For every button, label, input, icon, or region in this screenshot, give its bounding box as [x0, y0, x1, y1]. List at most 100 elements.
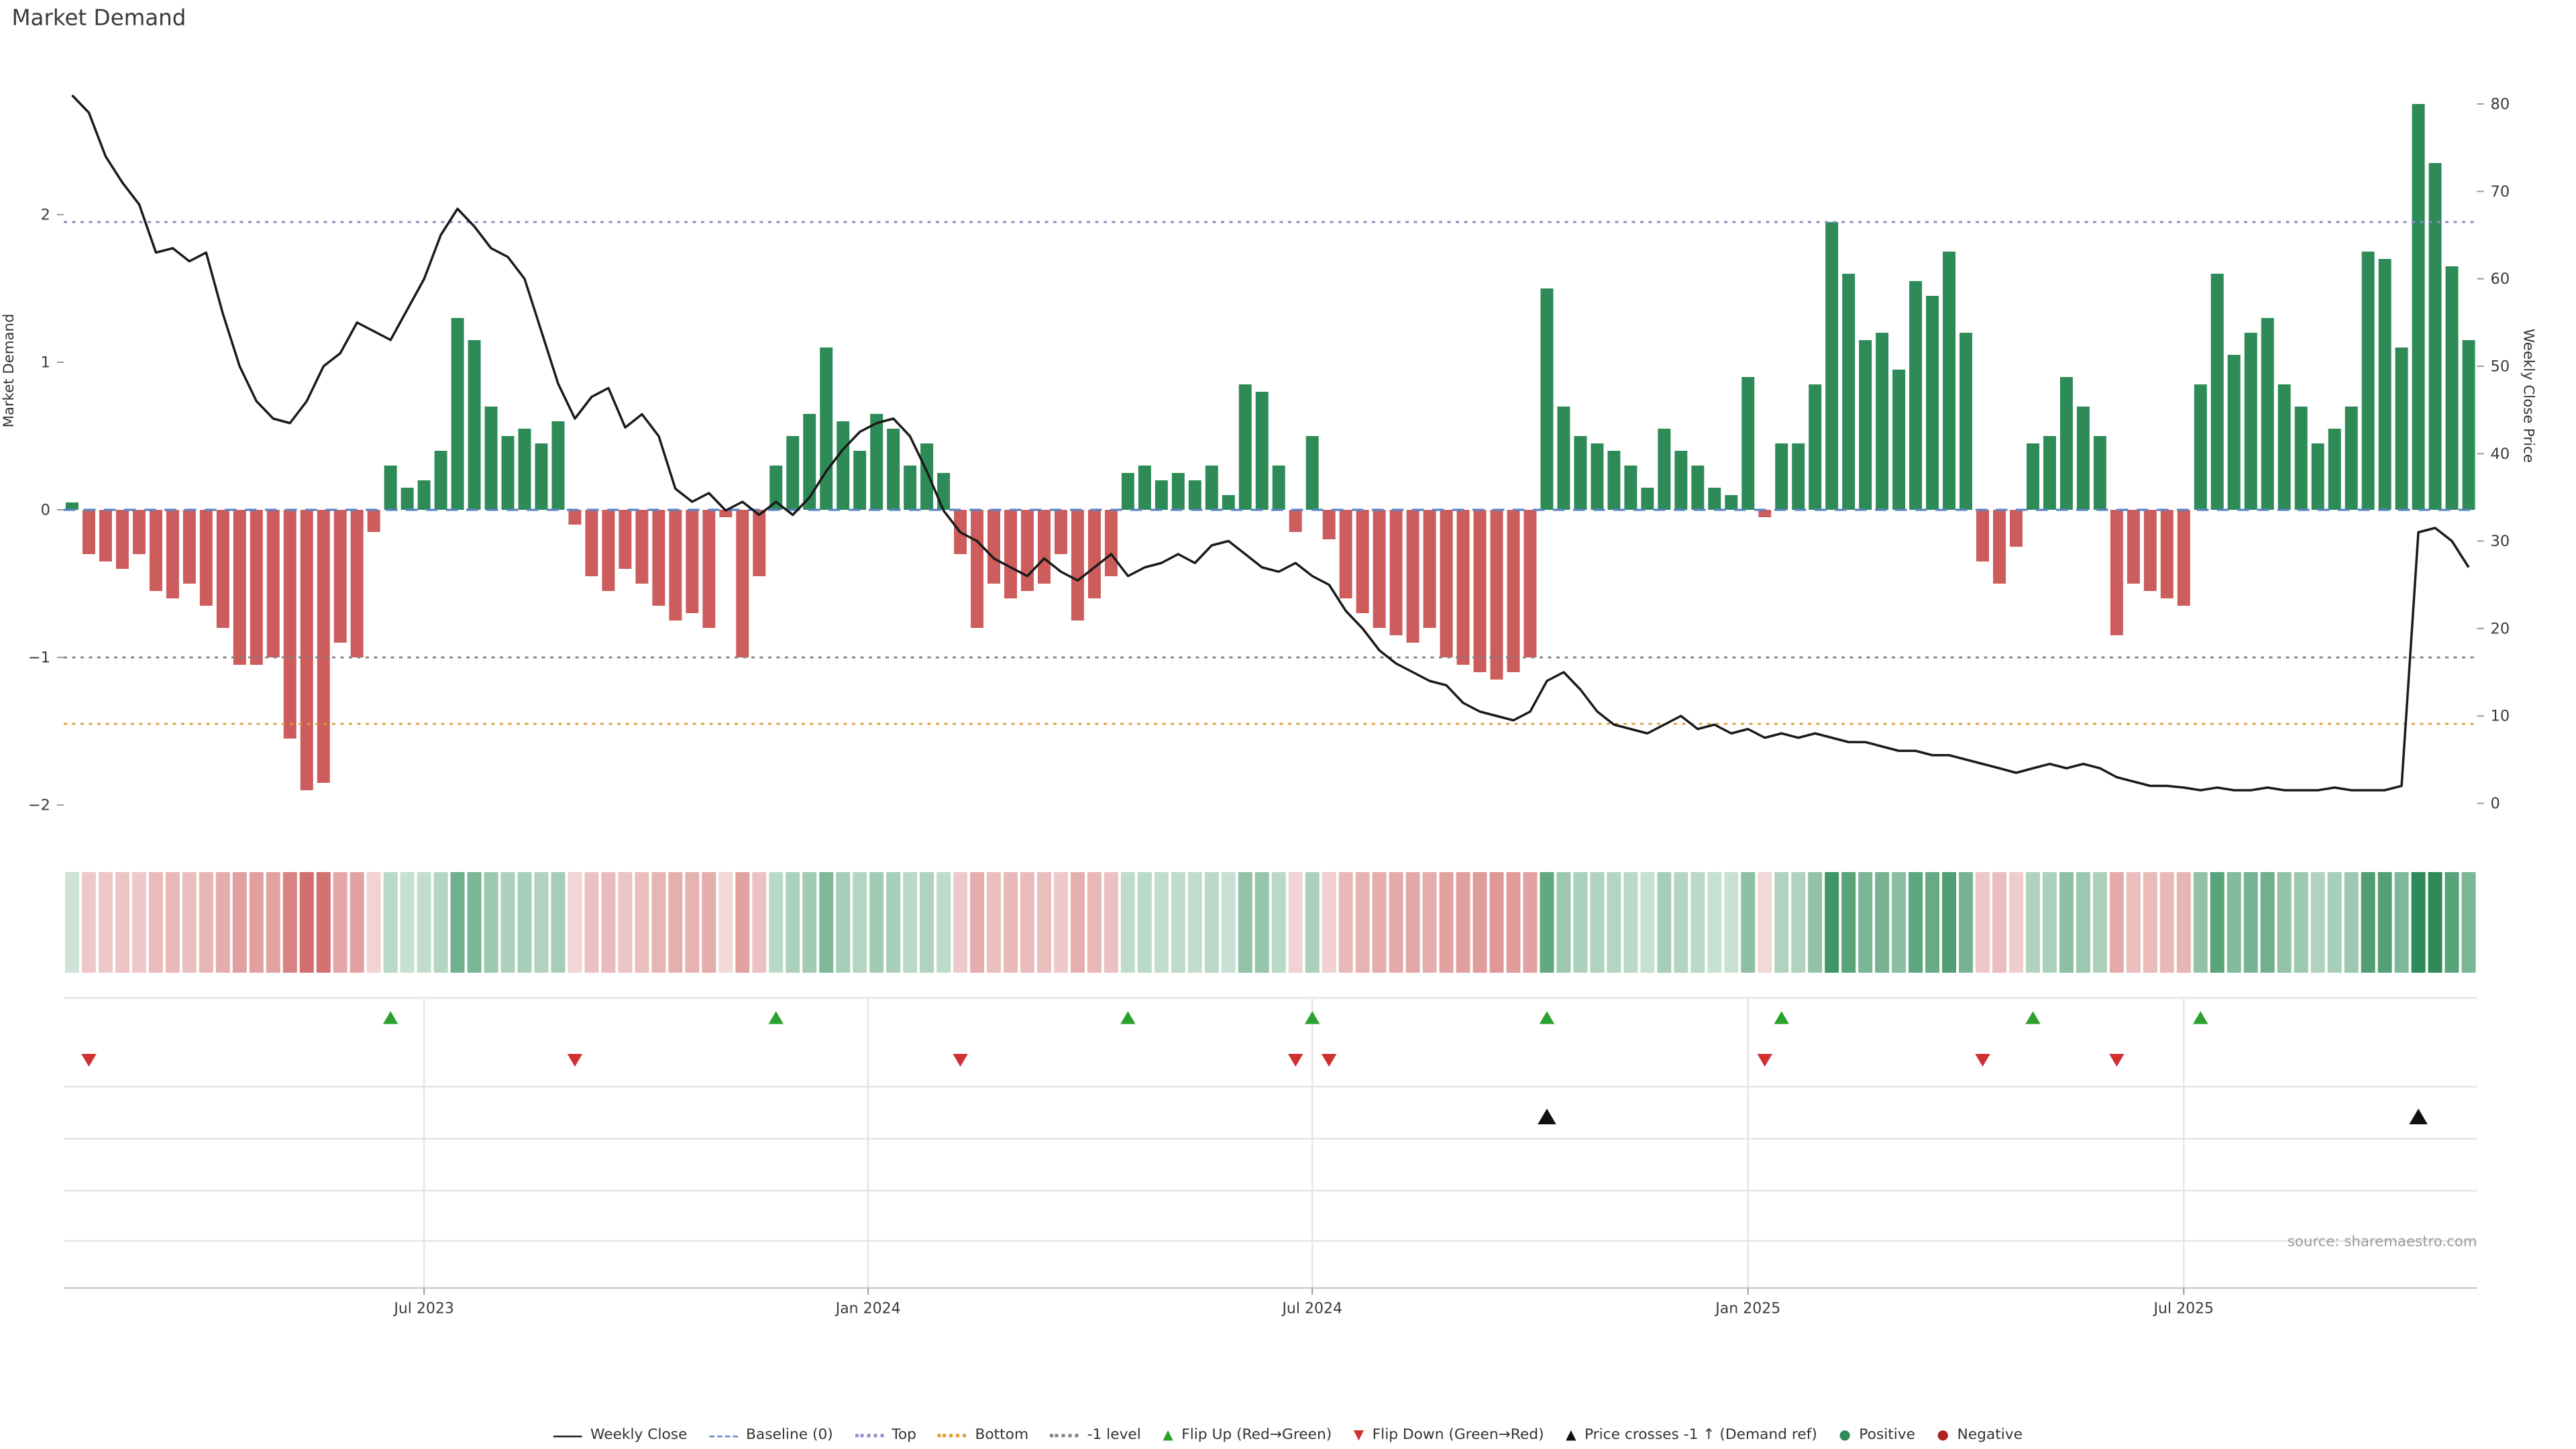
heatmap-cell [2428, 872, 2443, 973]
demand-bar-positive [2261, 318, 2274, 510]
demand-bar-positive [2345, 407, 2358, 510]
heatmap-cell [249, 872, 264, 973]
y-tick-label-right: 80 [2491, 96, 2510, 113]
demand-bar-positive [1574, 436, 1587, 510]
heatmap-cell [1104, 872, 1118, 973]
heatmap-cell [1405, 872, 1420, 973]
heatmap-cell [1322, 872, 1336, 973]
demand-bar-positive [1188, 480, 1201, 510]
flip-up-marker [1304, 1011, 1320, 1024]
heatmap-cell [1909, 872, 1923, 973]
heatmap-cell [1288, 872, 1303, 973]
legend-label: -1 level [1087, 1427, 1141, 1444]
demand-bar-positive [887, 429, 900, 510]
price-cross-marker [1538, 1108, 1556, 1124]
demand-bar-positive [1859, 340, 1872, 510]
demand-bar-positive [1674, 451, 1688, 510]
demand-bar-negative [2160, 510, 2174, 598]
demand-bar-positive [1591, 443, 1604, 510]
heatmap-cell [769, 872, 784, 973]
demand-bar-negative [2177, 510, 2190, 606]
demand-bar-positive [2194, 384, 2207, 510]
demand-bar-positive [1792, 443, 1805, 510]
heatmap-cell [1004, 872, 1018, 973]
legend: Weekly Close Baseline (0) Top Bottom -1 leve… [0, 1428, 2576, 1444]
legend-label: Positive [1859, 1427, 1916, 1444]
legend-flip-down-icon: ▼ [1353, 1427, 1364, 1442]
heatmap-cell [1523, 872, 1538, 973]
demand-bar-positive [535, 443, 548, 510]
demand-bar-negative [635, 510, 649, 584]
demand-bar-positive [786, 436, 800, 510]
heatmap-cell [2076, 872, 2090, 973]
heatmap-cell [1053, 872, 1068, 973]
demand-bar-negative [1071, 510, 1084, 621]
demand-bar-positive [2294, 407, 2308, 510]
heatmap-cell [2008, 872, 2023, 973]
demand-bar-positive [66, 502, 78, 510]
heatmap-cell [2294, 872, 2308, 973]
flip-up-marker [768, 1011, 784, 1024]
heatmap-cell [1556, 872, 1571, 973]
x-tick-label: Jan 2024 [835, 1301, 901, 1318]
heatmap-cell [1623, 872, 1638, 973]
demand-bar-negative [166, 510, 179, 598]
heatmap-cell [1355, 872, 1370, 973]
heatmap-cell [534, 872, 549, 973]
y-tick-label-right: 10 [2491, 708, 2510, 725]
demand-bar-positive [2227, 355, 2241, 510]
heatmap-cell [718, 872, 733, 973]
heatmap-cell [2126, 872, 2141, 973]
heatmap-cell [1070, 872, 1085, 973]
demand-bar-negative [1004, 510, 1017, 598]
heatmap-cell [735, 872, 750, 973]
heatmap-cell [1238, 872, 1252, 973]
demand-bar-positive [1825, 222, 1839, 510]
heatmap-cell [1372, 872, 1387, 973]
heatmap-cell [2243, 872, 2258, 973]
heatmap-cell [635, 872, 649, 973]
flip-down-marker [953, 1054, 968, 1067]
demand-bar-negative [585, 510, 598, 576]
heatmap-cell [1137, 872, 1152, 973]
legend-label: Flip Down (Green→Red) [1372, 1427, 1544, 1444]
demand-bar-positive [1926, 296, 1939, 510]
demand-bar-positive [2244, 333, 2257, 510]
y-tick-label-left: 1 [41, 354, 50, 372]
heatmap-cell [668, 872, 683, 973]
demand-bar-positive [1121, 473, 1134, 510]
heatmap-cell [618, 872, 633, 973]
heatmap-cell [1690, 872, 1705, 973]
legend-label: Price crosses -1 ↑ (Demand ref) [1584, 1427, 1817, 1444]
flip-up-marker [2025, 1011, 2041, 1024]
heatmap-cell [1875, 872, 1890, 973]
demand-bar-negative [1473, 510, 1487, 672]
heatmap-cell [568, 872, 582, 973]
heatmap-cell [1389, 872, 1403, 973]
heatmap-cell [2226, 872, 2241, 973]
demand-bar-negative [266, 510, 280, 657]
heatmap-cell [1187, 872, 1202, 973]
demand-bar-positive [2210, 274, 2224, 510]
demand-bar-negative [2110, 510, 2123, 635]
heatmap-cell [1472, 872, 1487, 973]
heatmap-cell [886, 872, 901, 973]
demand-bar-positive [2428, 163, 2442, 510]
x-tick-label: Jul 2025 [2153, 1301, 2214, 1318]
demand-bar-positive [1305, 436, 1319, 510]
legend-item-negative: ● Negative [1937, 1428, 2023, 1444]
heatmap-cell [1825, 872, 1839, 973]
legend-positive-icon: ● [1839, 1427, 1851, 1442]
heatmap-cell [1942, 872, 1957, 973]
demand-bar-negative [1423, 510, 1436, 628]
demand-bar-negative [233, 510, 246, 665]
y-tick-label-left: −2 [28, 797, 50, 814]
heatmap-cell [350, 872, 364, 973]
heatmap-cell [1573, 872, 1588, 973]
demand-bar-positive [2328, 429, 2341, 510]
heatmap-cell [1758, 872, 1772, 973]
demand-bar-negative [1289, 510, 1302, 532]
heatmap-cell [1892, 872, 1907, 973]
flip-down-marker [1757, 1054, 1772, 1067]
